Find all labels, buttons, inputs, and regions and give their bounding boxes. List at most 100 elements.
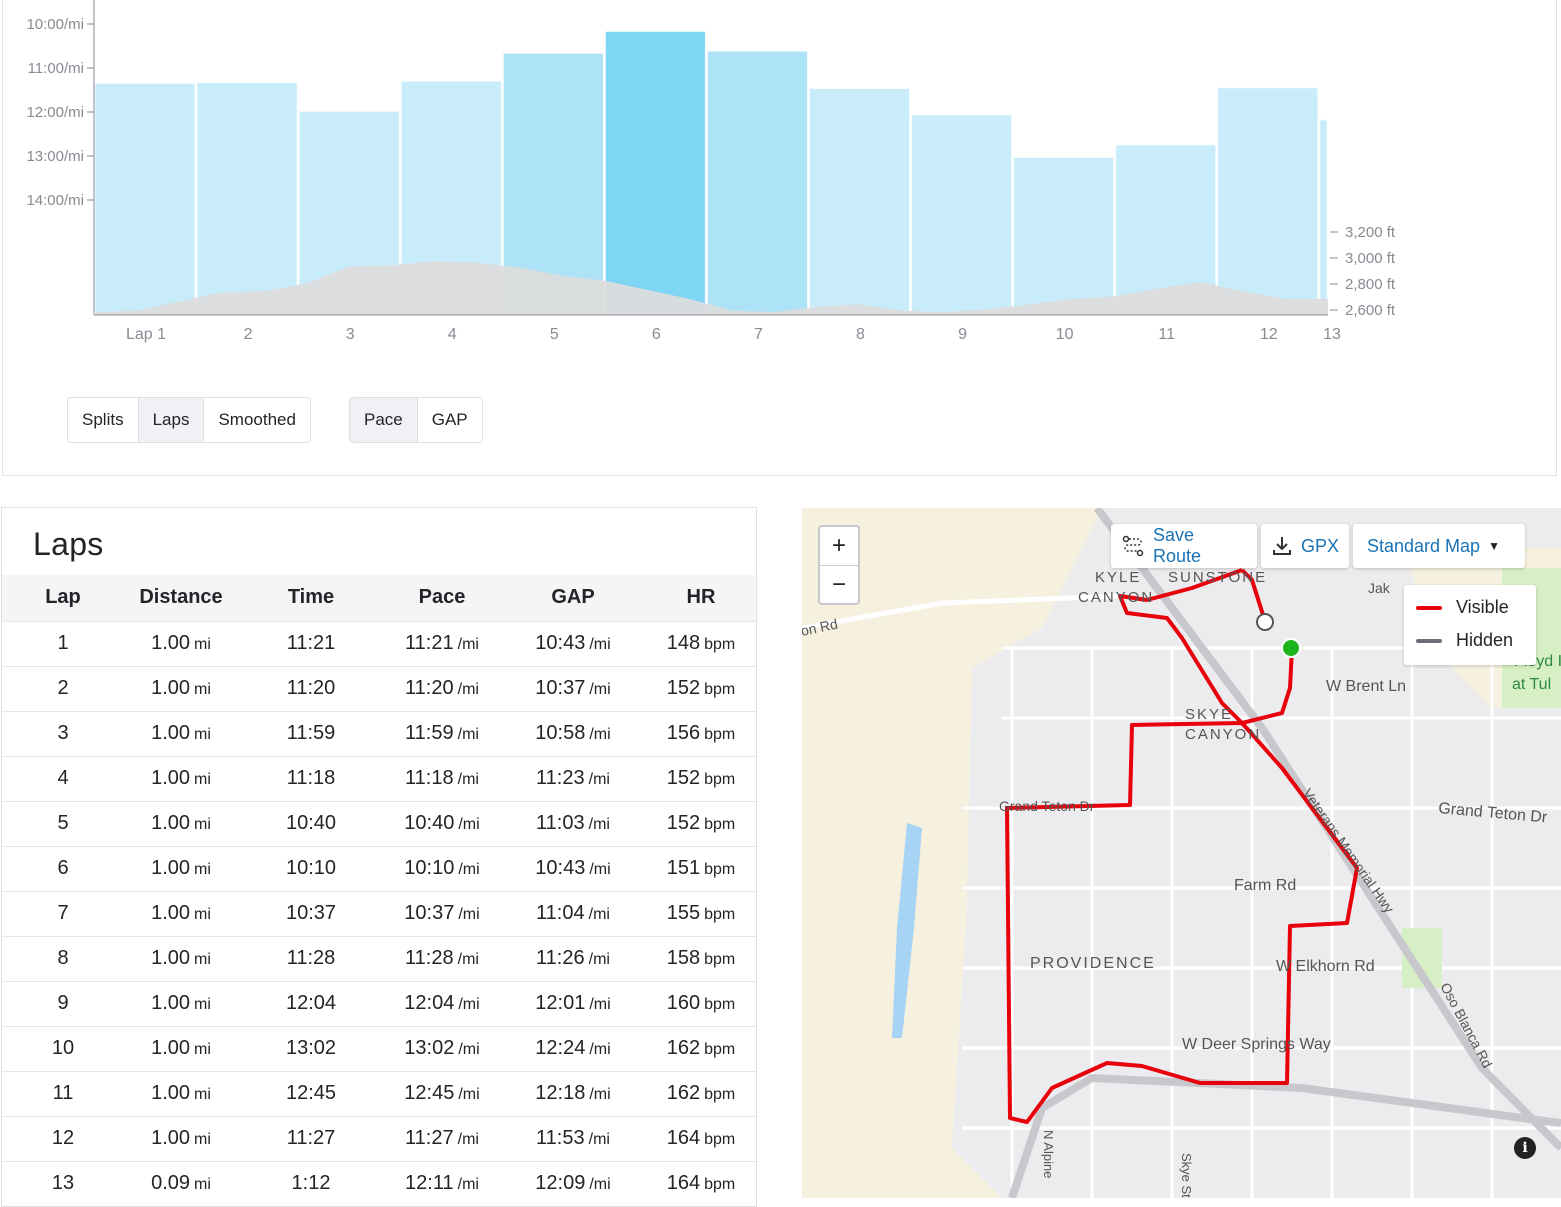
map-canvas[interactable]: KYLE CANYON SUNSTONE W Brent Ln SKYE CAN… bbox=[802, 508, 1561, 1198]
time-value: 11:28 bbox=[286, 947, 336, 969]
header-hr: HR bbox=[686, 586, 716, 609]
lap-value: 4 bbox=[57, 767, 69, 789]
zoom-in-button[interactable]: + bbox=[820, 527, 858, 566]
legend-visible[interactable]: Visible bbox=[1416, 597, 1509, 618]
gap-cell: 11:23/mi bbox=[500, 756, 646, 801]
hr-cell: 152 bpm bbox=[646, 801, 756, 846]
map-label: W Brent Ln bbox=[1326, 678, 1406, 695]
time-cell: 11:20 bbox=[238, 666, 384, 711]
pace-button[interactable]: Pace bbox=[350, 398, 418, 442]
hr-value: 148 bbox=[666, 632, 701, 654]
distance-value: 0.09 bbox=[151, 1172, 191, 1195]
table-row: 13 0.09 mi 1:12 12:11/mi 12:09/mi 164 bpm bbox=[2, 1161, 756, 1206]
gap-value: 12:24 bbox=[535, 1037, 586, 1059]
pace-unit: /mi bbox=[458, 861, 480, 878]
gap-value: 12:18 bbox=[535, 1082, 586, 1104]
gpx-button[interactable]: GPX bbox=[1261, 524, 1349, 568]
hr-cell: 162 bpm bbox=[646, 1071, 756, 1116]
x-tick-label: 5 bbox=[550, 326, 559, 343]
distance-cell: 1.00 mi bbox=[124, 1116, 238, 1161]
x-tick-label: 7 bbox=[754, 326, 763, 343]
pace-value: 11:21 bbox=[405, 632, 454, 654]
time-value: 11:59 bbox=[286, 722, 336, 744]
time-value: 11:27 bbox=[286, 1127, 336, 1149]
info-icon[interactable]: i bbox=[1514, 1137, 1536, 1159]
pace-bar[interactable] bbox=[706, 50, 808, 316]
map-label: Skye St bbox=[1179, 1153, 1194, 1198]
pace-bar[interactable] bbox=[196, 82, 298, 316]
x-tick-label: 13 bbox=[1323, 326, 1341, 343]
reservoir bbox=[892, 823, 922, 1038]
time-cell: 11:18 bbox=[238, 756, 384, 801]
elevation-tick-label: 3,000 ft bbox=[1345, 250, 1396, 267]
pace-bar[interactable] bbox=[808, 88, 911, 316]
pace-bar[interactable] bbox=[502, 52, 604, 316]
table-row: 3 1.00 mi 11:59 11:59/mi 10:58/mi 156 bpm bbox=[2, 711, 756, 756]
lap-value: 6 bbox=[57, 857, 69, 879]
pace-cell: 12:04/mi bbox=[384, 981, 500, 1026]
time-value: 11:20 bbox=[286, 677, 336, 699]
gap-cell: 12:01/mi bbox=[500, 981, 646, 1026]
pace-bar[interactable] bbox=[1319, 119, 1328, 316]
laps-button[interactable]: Laps bbox=[138, 398, 205, 442]
view-toggle-group: Splits Laps Smoothed bbox=[67, 397, 311, 443]
y-tick-label: 11:00/mi bbox=[28, 60, 84, 77]
hr-value: 164 bbox=[666, 1172, 701, 1195]
map-label: on Rd bbox=[802, 616, 839, 639]
x-tick-label: 12 bbox=[1260, 326, 1278, 343]
lap-cell: 10 bbox=[2, 1026, 124, 1071]
splits-button[interactable]: Splits bbox=[68, 398, 139, 442]
distance-value: 1.00 bbox=[151, 812, 191, 834]
hr-value: 152 bbox=[666, 767, 701, 789]
time-cell: 10:40 bbox=[238, 801, 384, 846]
time-cell: 12:04 bbox=[238, 981, 384, 1026]
pace-bar[interactable] bbox=[1013, 156, 1115, 316]
pace-cell: 10:37/mi bbox=[384, 891, 500, 936]
pace-bar[interactable] bbox=[94, 82, 196, 316]
x-tick-label: 10 bbox=[1056, 326, 1074, 343]
pace-bar[interactable] bbox=[604, 30, 706, 316]
save-route-button[interactable]: Save Route bbox=[1111, 524, 1257, 568]
x-tick-label: 6 bbox=[652, 326, 661, 343]
zoom-out-button[interactable]: − bbox=[831, 571, 846, 598]
map-type-select[interactable]: Standard Map ▼ bbox=[1353, 524, 1525, 568]
x-tick-label: 2 bbox=[244, 326, 253, 343]
distance-cell: 1.00 mi bbox=[124, 891, 238, 936]
pace-cell: 11:21/mi bbox=[384, 621, 500, 666]
gap-unit: /mi bbox=[589, 861, 611, 878]
gap-value: 11:23 bbox=[536, 767, 585, 789]
hr-cell: 162 bpm bbox=[646, 1026, 756, 1071]
hr-cell: 152 bpm bbox=[646, 666, 756, 711]
table-row: 7 1.00 mi 10:37 10:37/mi 11:04/mi 155 bpm bbox=[2, 891, 756, 936]
time-value: 1:12 bbox=[291, 1172, 331, 1195]
route-line bbox=[1005, 568, 1359, 1124]
legend-hidden[interactable]: Hidden bbox=[1416, 630, 1513, 651]
distance-cell: 1.00 mi bbox=[124, 711, 238, 756]
pace-cell: 10:40/mi bbox=[384, 801, 500, 846]
lap-cell: 7 bbox=[2, 891, 124, 936]
map-label: N Alpine bbox=[1041, 1130, 1056, 1178]
pace-cell: 12:11/mi bbox=[384, 1161, 500, 1206]
pace-cell: 11:18/mi bbox=[384, 756, 500, 801]
hr-unit: bpm bbox=[704, 906, 736, 923]
hr-cell: 164 bpm bbox=[646, 1116, 756, 1161]
gap-button[interactable]: GAP bbox=[417, 398, 482, 442]
distance-value: 1.00 bbox=[151, 722, 191, 744]
time-cell: 11:59 bbox=[238, 711, 384, 756]
lap-cell: 5 bbox=[2, 801, 124, 846]
distance-unit: mi bbox=[194, 861, 211, 878]
chevron-down-icon: ▼ bbox=[1488, 539, 1500, 553]
pace-bar[interactable] bbox=[1217, 87, 1319, 316]
smoothed-button[interactable]: Smoothed bbox=[204, 398, 310, 442]
pace-bar[interactable] bbox=[911, 114, 1013, 316]
highway bbox=[1093, 508, 1561, 1151]
save-route-label: Save Route bbox=[1152, 525, 1202, 566]
hr-value: 151 bbox=[666, 857, 701, 879]
route-line-tail bbox=[1240, 568, 1266, 619]
map-label: SKYE bbox=[1185, 706, 1233, 723]
map-label: Oso Blanca Rd bbox=[1437, 980, 1495, 1071]
lap-value: 9 bbox=[57, 992, 69, 1014]
distance-cell: 1.00 mi bbox=[124, 1071, 238, 1116]
pace-value: 12:45 bbox=[404, 1082, 455, 1104]
pace-value: 10:10 bbox=[404, 857, 455, 879]
